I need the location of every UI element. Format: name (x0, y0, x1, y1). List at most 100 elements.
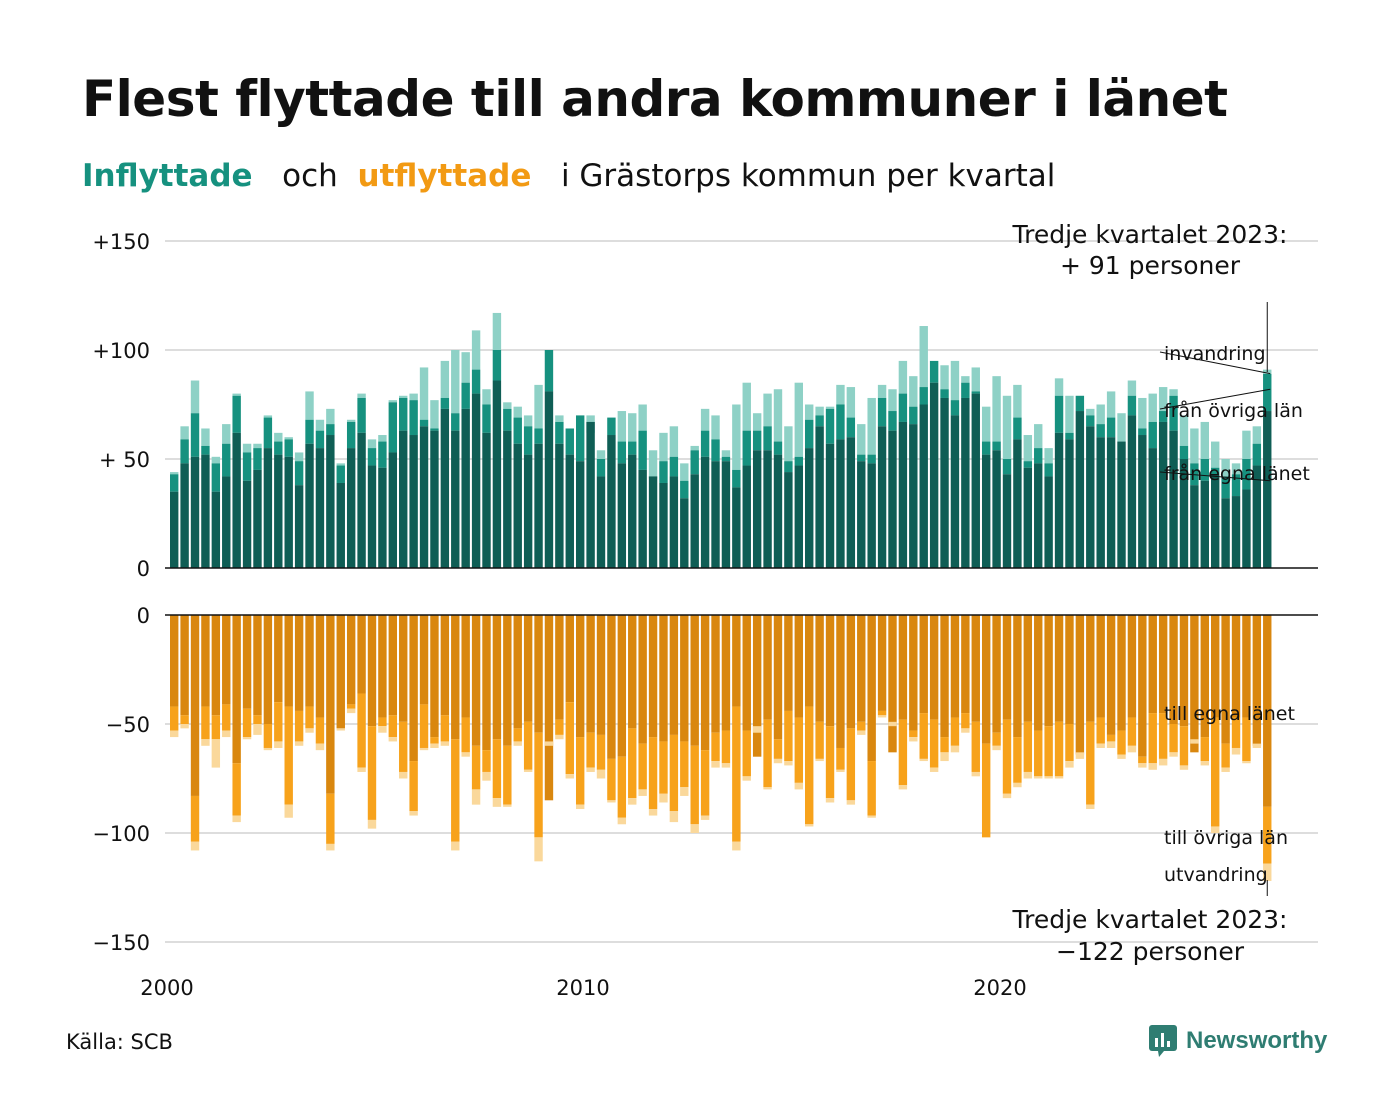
bar-out-ovriga-lan (399, 721, 408, 772)
bar-out-ovriga-lan (784, 710, 793, 762)
bar-in-invandring (253, 443, 262, 449)
bar-out-egna-lanet (950, 615, 960, 718)
bar-out-ovriga-lan (409, 761, 418, 812)
bar-out-egna-lanet (367, 615, 377, 727)
bar-out-egna-lanet (357, 615, 366, 694)
bar-out-utvandring (294, 741, 304, 746)
bar-in-invandring (784, 426, 793, 462)
bar-in-invandring (1086, 408, 1095, 416)
bar-out-ovriga-lan (742, 730, 751, 777)
bar-out-egna-lanet (284, 615, 293, 707)
bar-in-invandring (617, 411, 627, 442)
bar-in-egna-lanet (1054, 432, 1064, 568)
bar-out-ovriga-lan (763, 719, 772, 788)
bar-in-ovriga-lan (471, 369, 481, 394)
bar-out-ovriga-lan (222, 704, 231, 731)
bar-out-egna-lanet (929, 615, 939, 720)
bar-out-egna-lanet (492, 615, 502, 740)
bar-out-utvandring (523, 769, 533, 772)
bar-out-ovriga-lan (836, 747, 845, 770)
bar-in-egna-lanet (961, 397, 970, 568)
bar-in-ovriga-lan (1200, 459, 1209, 481)
bar-out-utvandring (513, 741, 522, 746)
bar-out-ovriga-lan (628, 728, 637, 799)
bar-in-invandring (742, 382, 751, 431)
bar-out-ovriga-lan (190, 795, 200, 842)
bar-in-egna-lanet (711, 461, 720, 568)
bar-in-ovriga-lan (929, 360, 939, 383)
bar-in-invandring (274, 432, 283, 442)
bar-in-ovriga-lan (222, 443, 231, 477)
bar-out-egna-lanet (586, 615, 595, 733)
bar-in-egna-lanet (628, 454, 637, 568)
bar-out-egna-lanet (326, 615, 335, 794)
bar-in-invandring (1106, 391, 1116, 418)
bar-out-egna-lanet (669, 615, 679, 735)
bar-out-egna-lanet (274, 615, 283, 703)
bar-out-utvandring (1169, 752, 1178, 757)
bar-in-ovriga-lan (1211, 467, 1220, 475)
bar-in-ovriga-lan (419, 419, 429, 427)
bar-out-utvandring (825, 798, 835, 803)
bar-in-egna-lanet (659, 482, 668, 568)
bar-in-egna-lanet (929, 382, 939, 568)
bar-out-utvandring (898, 785, 908, 790)
bar-out-ovriga-lan (909, 730, 918, 738)
bar-in-egna-lanet (1190, 485, 1199, 568)
bar-out-utvandring (992, 745, 1001, 751)
bar-in-egna-lanet (1106, 437, 1116, 568)
bar-out-egna-lanet (1148, 615, 1157, 714)
bar-out-egna-lanet (1200, 615, 1209, 738)
bar-out-utvandring (1231, 747, 1241, 755)
bar-out-egna-lanet (1221, 615, 1230, 744)
bar-in-ovriga-lan (763, 426, 772, 451)
bar-out-egna-lanet (690, 615, 699, 746)
bar-in-egna-lanet (1034, 463, 1043, 568)
bar-out-ovriga-lan (565, 702, 574, 775)
bar-out-egna-lanet (888, 615, 897, 753)
series-label-out: till egna länet (1164, 703, 1295, 725)
bar-in-egna-lanet (981, 454, 991, 568)
bar-in-invandring (492, 312, 502, 350)
bar-out-utvandring (471, 789, 481, 805)
bar-out-ovriga-lan (1065, 724, 1074, 762)
bar-out-ovriga-lan (950, 717, 960, 746)
bar-in-invandring (752, 413, 762, 431)
bar-in-ovriga-lan (1158, 411, 1168, 422)
bar-in-ovriga-lan (596, 459, 606, 477)
bar-in-invandring (523, 415, 533, 427)
bar-out-egna-lanet (815, 615, 824, 722)
bar-out-ovriga-lan (492, 739, 502, 799)
bar-out-egna-lanet (607, 615, 616, 759)
bar-in-ovriga-lan (440, 397, 450, 409)
bar-out-egna-lanet (336, 615, 345, 729)
bar-out-ovriga-lan (700, 750, 710, 816)
bar-in-invandring (669, 426, 679, 457)
bar-out-ovriga-lan (1044, 726, 1053, 777)
bar-out-ovriga-lan (1231, 717, 1241, 748)
bar-out-egna-lanet (1263, 615, 1272, 807)
subtitle-och: och (282, 158, 338, 194)
bar-out-egna-lanet (482, 615, 491, 751)
bar-out-egna-lanet (638, 615, 647, 744)
bar-out-utvandring (971, 771, 980, 777)
bar-out-egna-lanet (253, 615, 262, 716)
bar-in-egna-lanet (294, 485, 304, 568)
bar-out-utvandring (263, 747, 273, 751)
bar-out-egna-lanet (596, 615, 606, 735)
bar-out-ovriga-lan (482, 750, 491, 772)
bar-in-ovriga-lan (523, 426, 533, 455)
bar-in-ovriga-lan (294, 461, 304, 486)
bar-out-egna-lanet (315, 615, 325, 718)
series-label-in: invandring (1164, 343, 1266, 365)
bar-in-ovriga-lan (950, 400, 960, 416)
bar-in-invandring (180, 426, 189, 440)
bar-out-utvandring (315, 743, 325, 751)
bar-in-ovriga-lan (919, 387, 928, 405)
bar-out-egna-lanet (451, 615, 460, 740)
bar-in-ovriga-lan (284, 439, 293, 457)
bar-in-ovriga-lan (1065, 432, 1074, 440)
bar-out-ovriga-lan (919, 713, 928, 759)
bar-in-egna-lanet (1086, 426, 1095, 568)
bar-out-egna-lanet (1106, 615, 1116, 735)
